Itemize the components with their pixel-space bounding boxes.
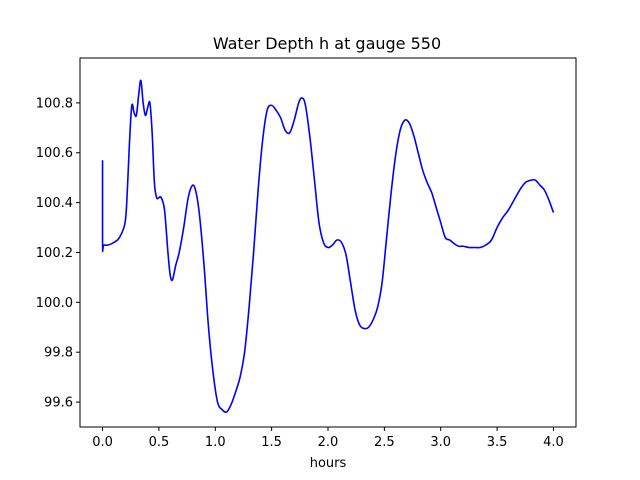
plot-frame <box>79 57 577 428</box>
x-tick-label: 0.5 <box>149 435 170 450</box>
y-tick-label: 100.4 <box>36 196 73 211</box>
chart-title: Water Depth h at gauge 550 <box>213 34 441 53</box>
x-tick-label: 1.0 <box>205 435 226 450</box>
y-tick-label: 100.6 <box>36 146 73 161</box>
y-tick-label: 99.6 <box>44 396 73 411</box>
x-tick-label: 4.0 <box>543 435 564 450</box>
y-tick-label: 100.0 <box>36 296 73 311</box>
y-tick-label: 100.2 <box>36 246 73 261</box>
x-axis-ticks: 0.0 0.5 1.0 1.5 2.0 2.5 3.0 3.5 4.0 <box>92 427 564 450</box>
series-line-0 <box>101 79 555 414</box>
x-tick-label: 1.5 <box>261 435 282 450</box>
y-tick-label: 100.8 <box>36 96 73 111</box>
y-tick-label: 99.8 <box>44 346 73 361</box>
x-tick-label: 2.5 <box>374 435 395 450</box>
x-tick-label: 3.5 <box>487 435 508 450</box>
plot-series-group <box>101 79 555 414</box>
x-tick-label: 0.0 <box>92 435 113 450</box>
x-tick-label: 2.0 <box>318 435 339 450</box>
x-axis-label: hours <box>310 456 347 471</box>
y-axis-ticks: 99.6 99.8 100.0 100.2 100.4 100.6 100.8 <box>36 96 80 411</box>
x-tick-label: 3.0 <box>430 435 451 450</box>
